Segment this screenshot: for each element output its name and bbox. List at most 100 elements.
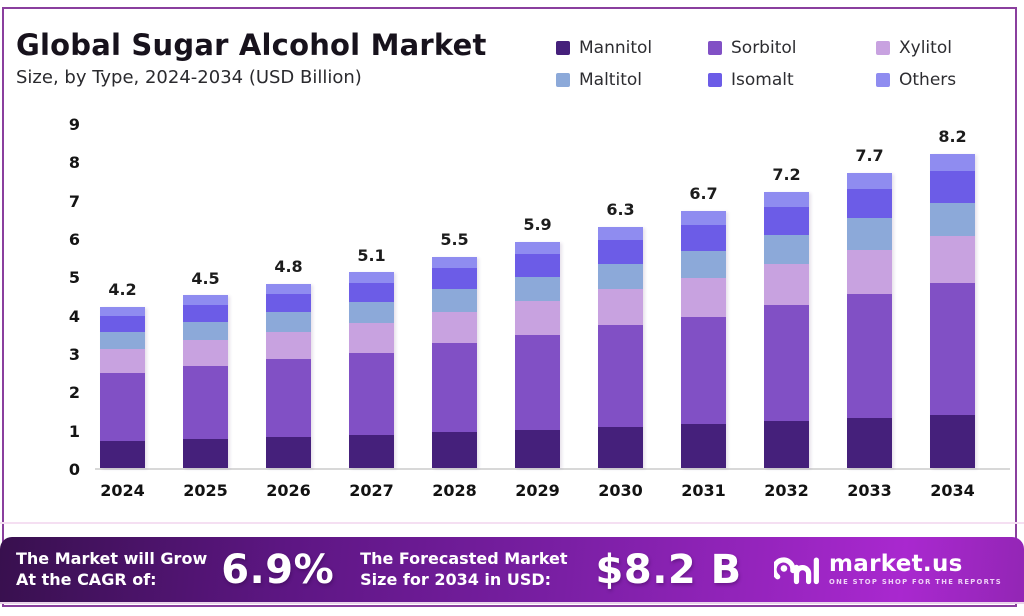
bar-segment-others xyxy=(432,257,477,269)
x-tick-label: 2026 xyxy=(266,481,311,500)
bar-stack xyxy=(847,172,892,468)
bar-segment-others xyxy=(349,272,394,283)
bar-segment-sorbitol xyxy=(183,366,228,439)
bar-segment-xylitol xyxy=(100,349,145,374)
x-tick-label: 2027 xyxy=(349,481,394,500)
legend-item-isomalt: Isomalt xyxy=(708,70,876,90)
x-tick-label: 2025 xyxy=(183,481,228,500)
x-tick-label: 2033 xyxy=(847,481,892,500)
bar-segment-sorbitol xyxy=(681,316,726,425)
legend: Mannitol Sorbitol Xylitol Maltitol Isomalt Ot… xyxy=(556,38,1016,90)
bar-segment-mannitol xyxy=(764,421,809,468)
legend-swatch-icon xyxy=(876,41,890,55)
bar-column-2031: 6.7 2031 xyxy=(681,125,726,500)
bar-segment-mannitol xyxy=(598,427,643,468)
bar-segment-sorbitol xyxy=(930,282,975,415)
cagr-label-line2: At the CAGR of: xyxy=(16,569,157,589)
legend-item-others: Others xyxy=(876,70,1016,90)
bar-segment-isomalt xyxy=(100,316,145,333)
bar-segment-others xyxy=(266,284,311,295)
x-tick-label: 2030 xyxy=(598,481,643,500)
bar-segment-xylitol xyxy=(183,339,228,366)
bar-stack xyxy=(515,241,560,468)
x-tick-label: 2028 xyxy=(432,481,477,500)
bar-segment-maltitol xyxy=(183,321,228,340)
chart-subtitle: Size, by Type, 2024-2034 (USD Billion) xyxy=(16,67,362,88)
bar-total-label: 5.9 xyxy=(523,214,552,234)
bar-segment-sorbitol xyxy=(515,334,560,430)
legend-swatch-icon xyxy=(556,41,570,55)
bar-total-label: 7.7 xyxy=(855,145,884,165)
legend-swatch-icon xyxy=(876,73,890,87)
bar-segment-sorbitol xyxy=(349,352,394,435)
bar-segment-maltitol xyxy=(266,312,311,332)
bar-segment-maltitol xyxy=(764,234,809,265)
cagr-value: 6.9% xyxy=(221,546,335,593)
y-tick-label: 0 xyxy=(68,460,80,479)
x-tick-label: 2024 xyxy=(100,481,145,500)
y-tick-label: 8 xyxy=(68,153,80,173)
legend-label: Sorbitol xyxy=(731,38,797,58)
bar-segment-isomalt xyxy=(598,239,643,264)
divider-line xyxy=(0,522,1024,524)
bar-total-label: 4.8 xyxy=(274,257,303,276)
cagr-label-line1: The Market will Grow xyxy=(16,548,208,568)
bar-segment-maltitol xyxy=(847,218,892,250)
bar-segment-maltitol xyxy=(100,332,145,350)
forecast-label-line2: Size for 2034 in USD: xyxy=(360,569,552,589)
bar-segment-mannitol xyxy=(515,429,560,468)
brand-name: market.us xyxy=(829,551,963,578)
bar-segment-xylitol xyxy=(764,264,809,306)
bar-segment-others xyxy=(515,241,560,255)
bar-segment-maltitol xyxy=(515,276,560,301)
legend-item-sorbitol: Sorbitol xyxy=(708,38,876,58)
x-tick-label: 2032 xyxy=(764,481,809,500)
legend-label: Mannitol xyxy=(579,38,653,58)
bar-segment-mannitol xyxy=(847,417,892,468)
bar-segment-others xyxy=(100,306,145,317)
bar-column-2026: 4.8 2026 xyxy=(266,125,311,500)
y-tick-label: 3 xyxy=(68,345,80,364)
y-tick-label: 1 xyxy=(68,421,80,441)
bar-segment-mannitol xyxy=(681,424,726,468)
bar-segment-mannitol xyxy=(100,440,145,468)
bar-stack xyxy=(183,295,228,468)
cagr-label: The Market will Grow At the CAGR of: xyxy=(16,549,207,591)
bar-column-2030: 6.3 2030 xyxy=(598,125,643,500)
legend-swatch-icon xyxy=(556,73,570,87)
bar-segment-isomalt xyxy=(432,268,477,290)
forecast-label: The Forecasted Market Size for 2034 in U… xyxy=(360,549,567,591)
brand-text: market.us ONE STOP SHOP FOR THE REPORTS xyxy=(829,553,1002,586)
bar-segment-isomalt xyxy=(930,171,975,203)
bar-segment-sorbitol xyxy=(598,325,643,427)
bar-total-label: 4.5 xyxy=(191,268,220,288)
bar-segment-maltitol xyxy=(930,202,975,236)
brand-tagline: ONE STOP SHOP FOR THE REPORTS xyxy=(829,578,1002,587)
y-tick-label: 9 xyxy=(68,115,80,134)
x-tick-label: 2031 xyxy=(681,481,726,500)
bar-column-2032: 7.2 2032 xyxy=(764,125,809,500)
bar-segment-others xyxy=(764,192,809,208)
bar-segment-isomalt xyxy=(847,188,892,219)
bar-segment-maltitol xyxy=(681,251,726,278)
y-tick-label: 7 xyxy=(68,191,80,211)
bar-stack xyxy=(100,306,145,468)
bar-segment-isomalt xyxy=(681,225,726,252)
legend-label: Maltitol xyxy=(579,70,642,90)
y-tick-label: 4 xyxy=(68,306,80,326)
bar-segment-xylitol xyxy=(598,289,643,326)
bar-segment-others xyxy=(598,226,643,240)
bar-segment-xylitol xyxy=(515,300,560,335)
legend-swatch-icon xyxy=(708,73,722,87)
bar-segment-mannitol xyxy=(432,432,477,468)
bar-segment-mannitol xyxy=(930,414,975,468)
brand-logo: market.us ONE STOP SHOP FOR THE REPORTS xyxy=(774,553,1008,587)
bar-segment-isomalt xyxy=(764,207,809,235)
market-us-logo-icon xyxy=(774,556,819,584)
bar-column-2033: 7.7 2033 xyxy=(847,125,892,500)
bar-column-2027: 5.1 2027 xyxy=(349,125,394,500)
bar-segment-isomalt xyxy=(183,304,228,322)
bar-stack xyxy=(349,272,394,468)
bar-stack xyxy=(764,192,809,468)
bar-segment-xylitol xyxy=(266,331,311,360)
